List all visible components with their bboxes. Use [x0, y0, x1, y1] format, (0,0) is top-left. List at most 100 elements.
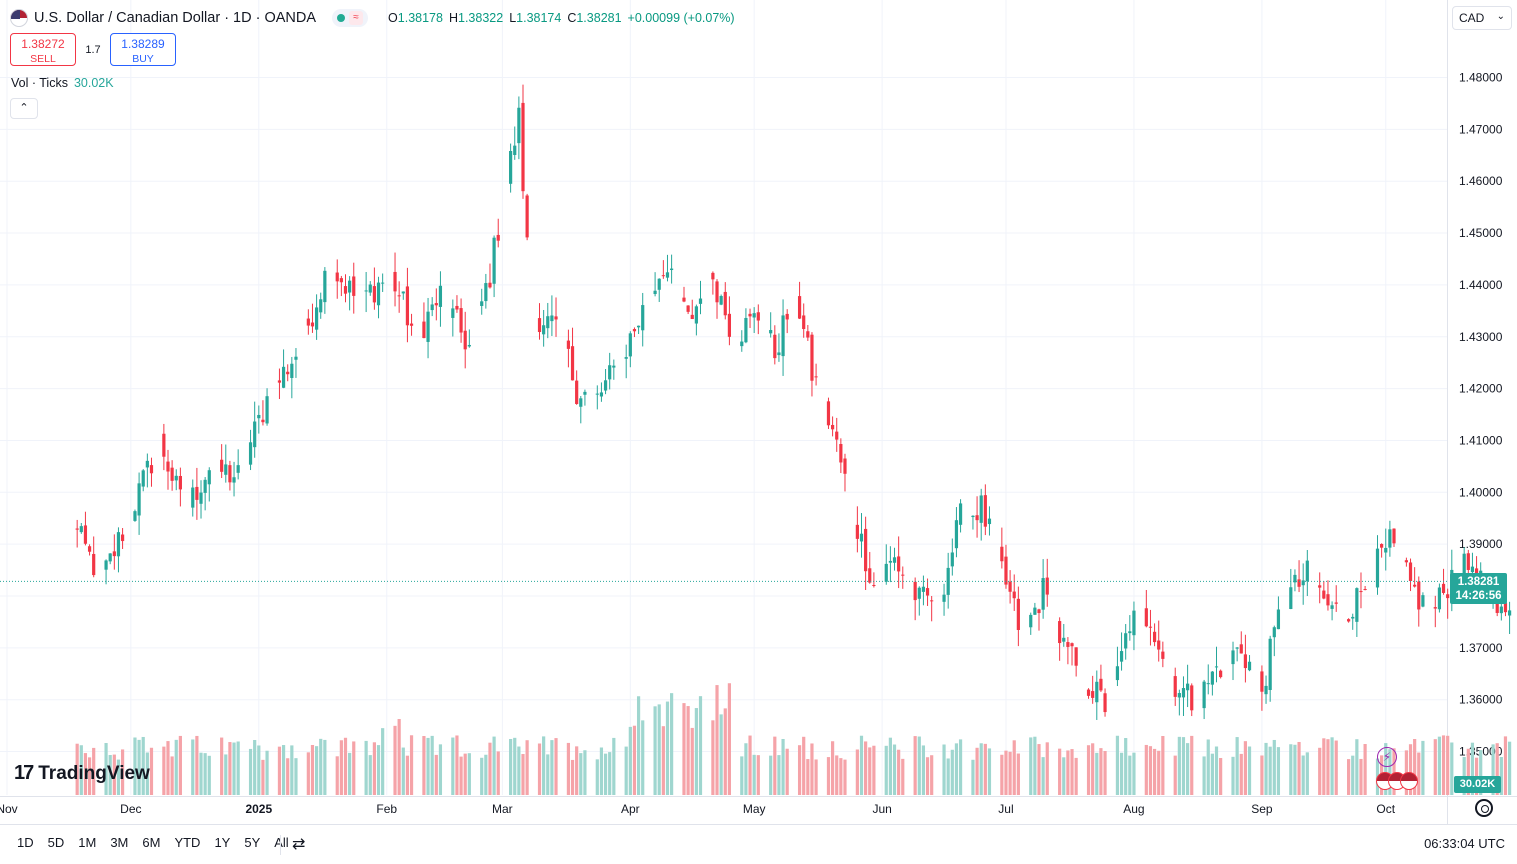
candle-body [958, 503, 963, 525]
volume-bar [1219, 757, 1223, 795]
period-ytd[interactable]: YTD [174, 835, 201, 850]
candle-body [1384, 547, 1388, 553]
settings-gear-icon[interactable] [1475, 799, 1493, 817]
candle-body [1119, 651, 1124, 662]
volume-legend[interactable]: Vol · Ticks 30.02K [11, 76, 114, 90]
volume-tag: 30.02K [1454, 776, 1501, 793]
candle-body [1186, 683, 1190, 691]
period-5y[interactable]: 5Y [244, 835, 261, 850]
candle-body [1446, 594, 1450, 599]
volume-bar [281, 745, 286, 795]
candle-body [376, 282, 381, 306]
volume-bar [690, 727, 694, 795]
period-6m[interactable]: 6M [142, 835, 161, 850]
volume-bar [1243, 741, 1247, 795]
symbol-title[interactable]: U.S. Dollar / Canadian Dollar · 1D · OAN… [34, 10, 317, 26]
candle-body [1219, 670, 1223, 678]
volume-bar [1421, 740, 1425, 795]
candle-body [257, 414, 261, 419]
goto-date-icon[interactable]: ⇄ [292, 836, 306, 853]
volume-bar [195, 735, 199, 795]
candle-body [785, 313, 789, 320]
candle-body [711, 272, 715, 280]
volume-bar [744, 743, 748, 795]
period-5d[interactable]: 5D [47, 835, 65, 850]
candle-body [575, 380, 579, 404]
volume-bar [253, 740, 257, 795]
period-1m[interactable]: 1M [78, 835, 97, 850]
spread-value: 1.7 [85, 43, 101, 56]
candle-body [525, 195, 529, 238]
volume-bar [232, 742, 236, 795]
candle-body [752, 313, 756, 318]
volume-bar [1355, 739, 1359, 795]
volume-bar [1408, 744, 1413, 795]
candle-body [480, 301, 484, 306]
volume-bar [913, 736, 917, 795]
volume-bar [79, 745, 83, 795]
volume-bar [855, 749, 859, 795]
period-1y[interactable]: 1Y [214, 835, 231, 850]
period-all[interactable]: All [274, 835, 289, 850]
candle-body [1437, 587, 1442, 610]
volume-bar [575, 746, 579, 795]
candle-body [451, 308, 455, 318]
candle-body [434, 303, 438, 306]
volume-bar [661, 726, 665, 795]
utc-clock[interactable]: 06:33:04 UTC [1424, 836, 1505, 851]
market-status[interactable]: ≈ [332, 9, 369, 27]
candle-body [1099, 678, 1103, 691]
candle-body [723, 291, 727, 316]
candle-body [277, 380, 282, 383]
volume-bar [166, 741, 170, 795]
volume-bar [207, 755, 211, 795]
candle-body [1008, 581, 1012, 592]
candle-body [682, 297, 686, 302]
volume-bar [1470, 742, 1475, 795]
volume-bar [220, 737, 224, 795]
candle-body [261, 419, 265, 423]
candle-body [141, 470, 145, 487]
volume-bar [1206, 739, 1210, 795]
candle-body [670, 268, 674, 271]
candle-body [343, 286, 348, 294]
candle-body [1433, 607, 1437, 609]
trade-panel: 1.38272 SELL 1.7 1.38289 BUY [10, 33, 176, 66]
lightning-icon[interactable]: ⚡ [1377, 747, 1397, 767]
volume-bar [372, 742, 376, 795]
period-3m[interactable]: 3M [110, 835, 129, 850]
buy-button[interactable]: 1.38289 BUY [110, 33, 176, 66]
candle-body [1181, 688, 1186, 698]
candle-body [897, 556, 901, 572]
volume-bar [1124, 738, 1128, 795]
candle-body [1392, 528, 1396, 544]
volume-bar [785, 748, 789, 795]
candle-body [888, 560, 892, 563]
candle-body [612, 365, 616, 368]
sell-button[interactable]: 1.38272 SELL [10, 33, 76, 66]
period-1d[interactable]: 1D [17, 835, 34, 850]
candle-body [1012, 591, 1016, 599]
volume-bar [145, 752, 149, 795]
event-flag-icon[interactable] [1400, 772, 1418, 790]
currency-select[interactable]: CAD ⌄ [1452, 6, 1512, 30]
candle-body [352, 276, 356, 296]
candle-body [942, 594, 946, 602]
candle-body [1190, 685, 1194, 711]
volume-bar [459, 756, 463, 795]
volume-bar [277, 746, 282, 795]
candle-body [207, 470, 211, 485]
candle-body [1029, 614, 1033, 628]
tradingview-logo[interactable]: 17 TradingView [14, 762, 150, 785]
candle-body [781, 315, 785, 357]
price-chart[interactable]: 1.48000 1.47000 1.46000 1.45000 1.44000 1.430… [0, 0, 1517, 824]
economic-events[interactable] [1376, 772, 1418, 790]
collapse-legend-button[interactable]: ⌃ [10, 98, 38, 119]
volume-bar [1004, 750, 1008, 795]
candle-body [1004, 556, 1008, 585]
volume-bar [116, 759, 121, 795]
candle-body [661, 275, 665, 277]
candle-body [1239, 644, 1243, 654]
candle-body [1016, 598, 1020, 630]
candle-body [1037, 609, 1041, 614]
